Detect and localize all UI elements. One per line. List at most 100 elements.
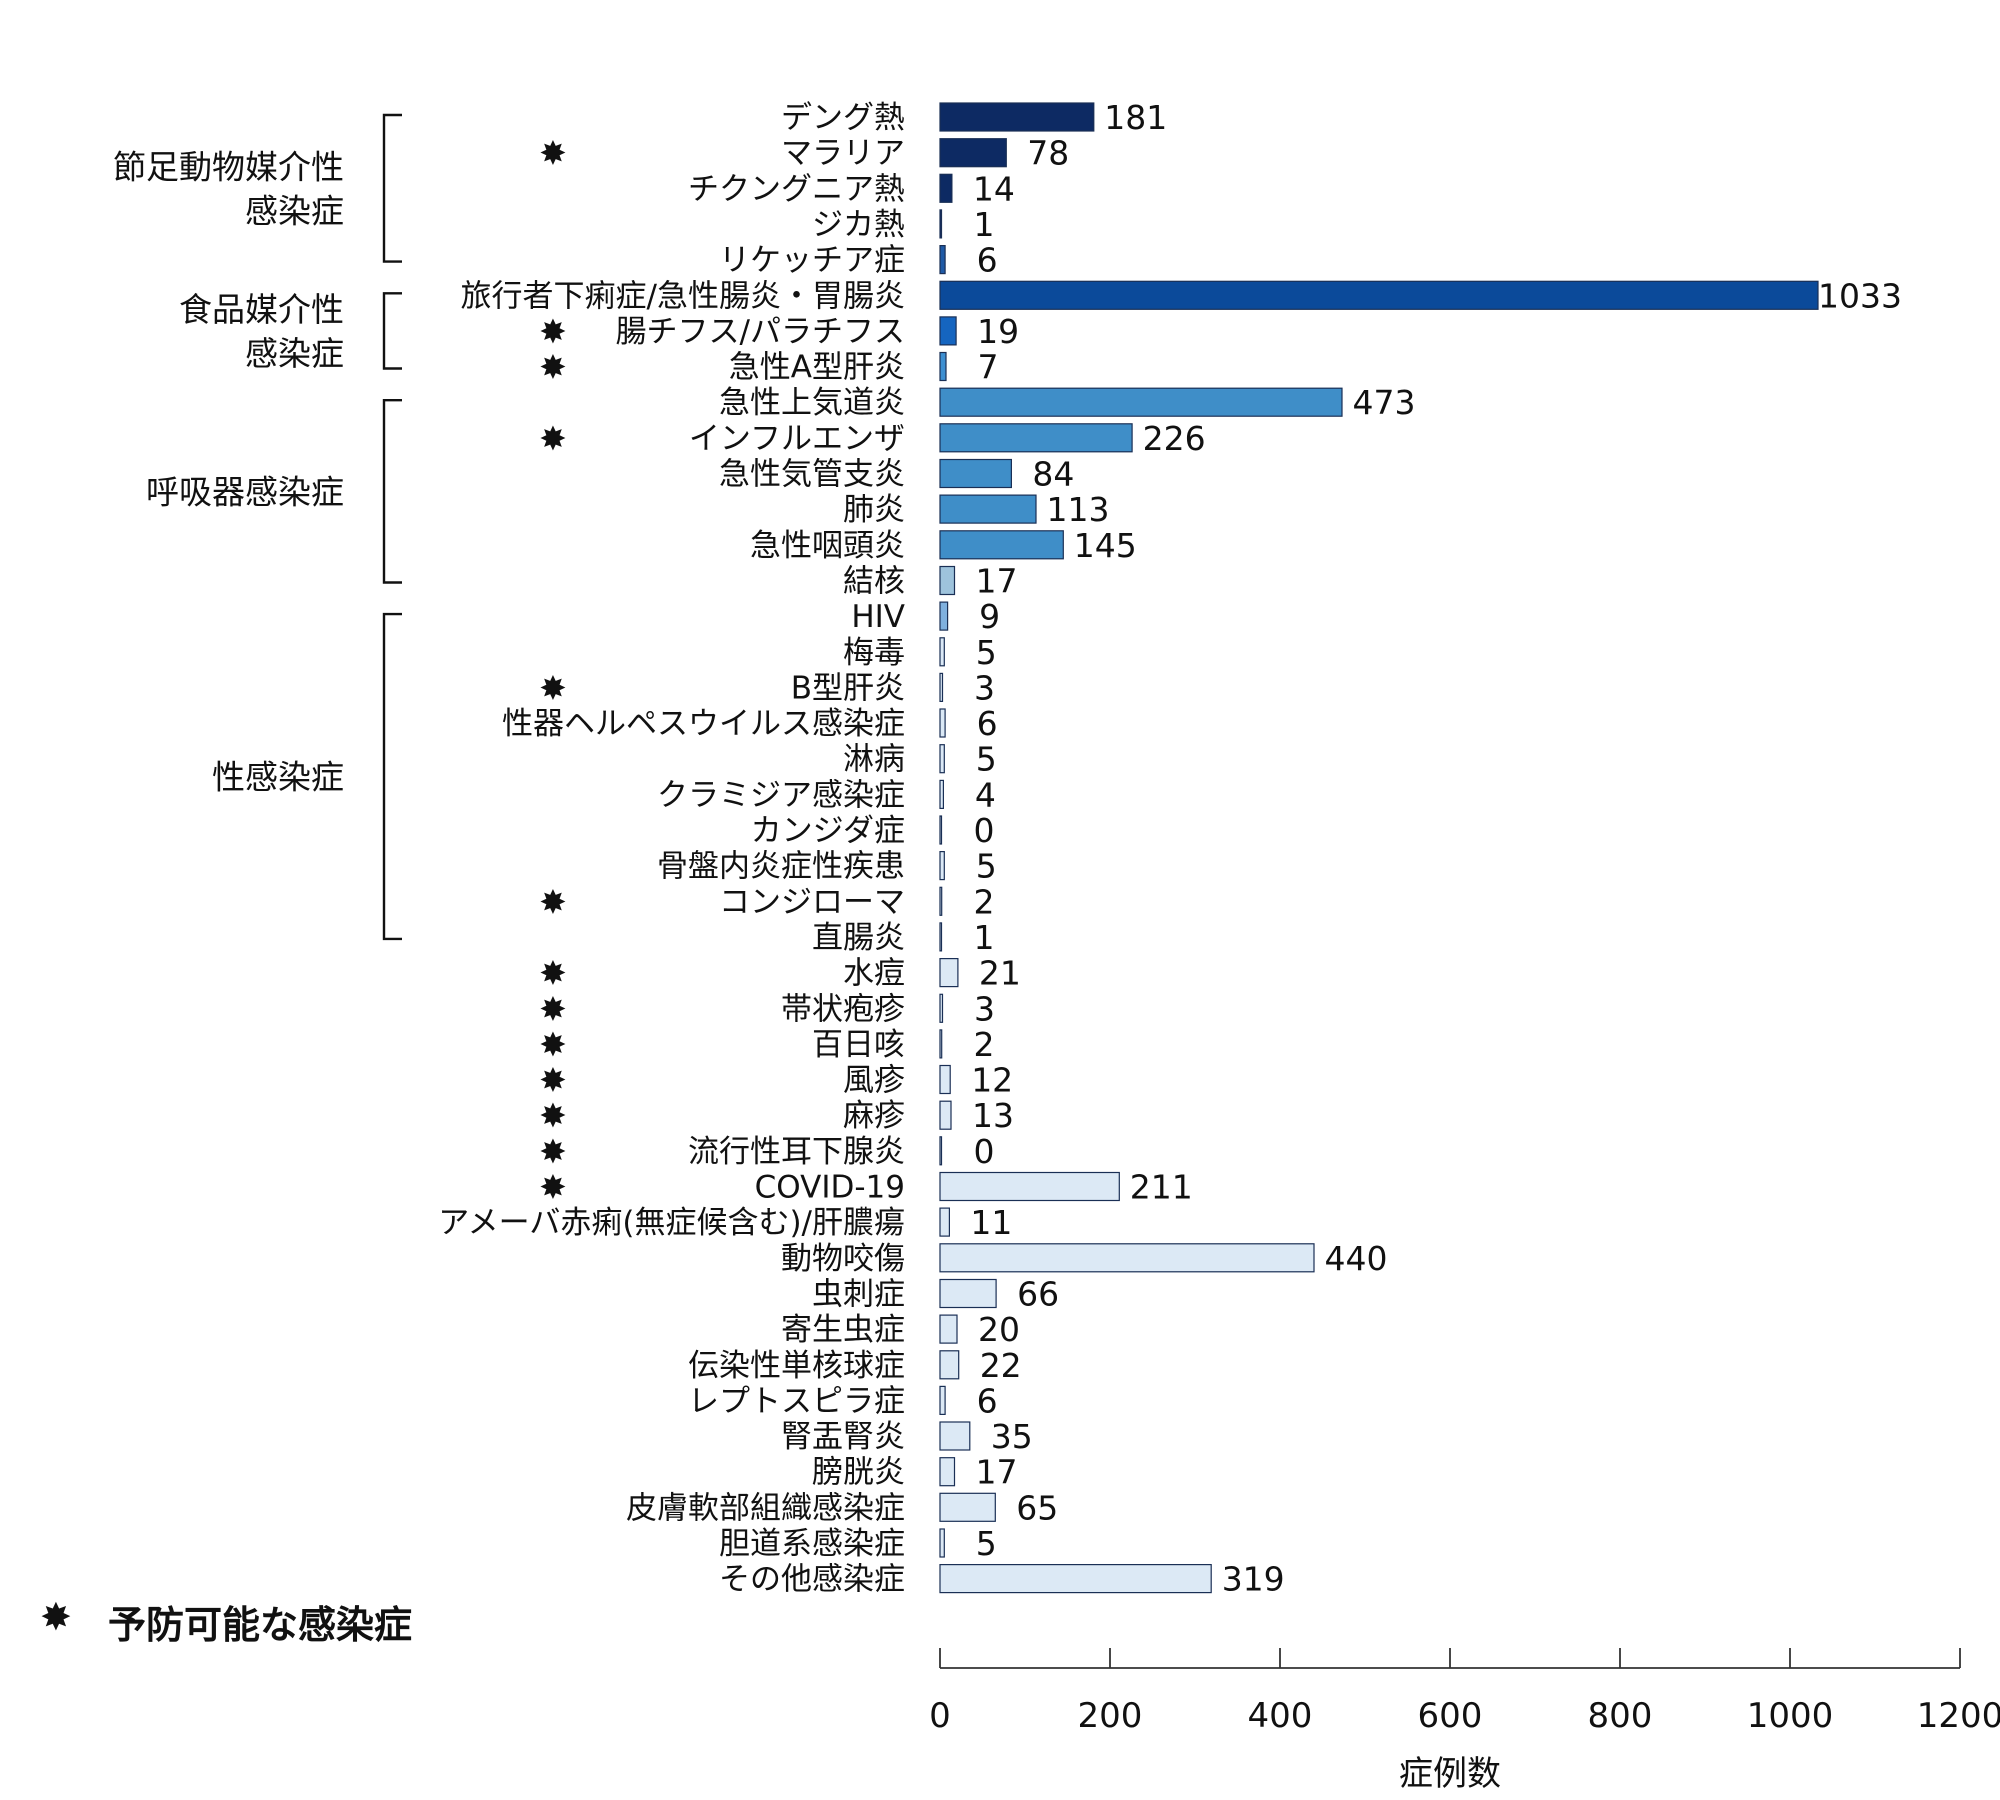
- data-label: 21: [979, 954, 1021, 993]
- preventable-star-icon: ✸: [539, 312, 567, 351]
- bar: [939, 672, 944, 703]
- bar: [939, 850, 945, 881]
- group-label: 呼吸器感染症: [146, 472, 344, 511]
- category-label: 腸チフス/パラチフス: [616, 314, 905, 350]
- category-label: デング熱: [781, 100, 905, 136]
- bar: [939, 351, 947, 382]
- x-tick-label: 200: [1078, 1696, 1143, 1736]
- bar: [939, 102, 1095, 132]
- category-label: 結核: [843, 564, 905, 600]
- data-label: 17: [976, 562, 1018, 601]
- category-label: 胆道系感染症: [719, 1526, 905, 1562]
- category-label: 虫刺症: [812, 1277, 905, 1313]
- bar: [939, 1421, 971, 1451]
- bar: [939, 423, 1133, 453]
- preventable-star-icon: ✸: [539, 348, 567, 387]
- x-axis: 0 200 400 600 800 1000 1200: [929, 1648, 2000, 1736]
- data-label: 5: [976, 633, 997, 672]
- bar: [939, 886, 943, 916]
- data-label: 78: [1027, 134, 1069, 173]
- data-label: 13: [972, 1096, 1014, 1135]
- legend-label: 予防可能な感染症: [108, 1603, 412, 1647]
- bar: [939, 957, 959, 988]
- bar: [939, 138, 1007, 168]
- category-label: 淋病: [843, 742, 905, 778]
- data-label: 0: [974, 1132, 995, 1171]
- category-label: 百日咳: [812, 1027, 905, 1063]
- x-tick-label: 1200: [1917, 1696, 2000, 1736]
- category-label: COVID-19: [755, 1170, 905, 1206]
- bar: [939, 993, 944, 1023]
- bar: [939, 316, 957, 346]
- bar: [939, 1064, 951, 1095]
- category-label: コンジローマ: [719, 884, 905, 920]
- category-label: チクングニア熱: [688, 171, 905, 207]
- data-label: 145: [1074, 526, 1137, 565]
- category-label: 旅行者下痢症/急性腸炎・胃腸炎: [461, 278, 905, 314]
- bar: [939, 1278, 997, 1309]
- data-label: 6: [977, 1381, 998, 1420]
- data-label: 11: [970, 1203, 1012, 1242]
- preventable-star-icon: ✸: [539, 1096, 567, 1135]
- preventable-star-icon: ✸: [539, 954, 567, 993]
- category-label: HIV: [851, 599, 905, 635]
- data-label: 3: [974, 989, 995, 1028]
- bar: [939, 1314, 958, 1344]
- category-label: 急性咽頭炎: [750, 528, 905, 564]
- x-axis-title: 症例数: [1399, 1754, 1501, 1794]
- bar: [939, 1136, 943, 1166]
- data-label: 19: [977, 312, 1019, 351]
- category-label: 皮膚軟部組織感染症: [626, 1490, 905, 1526]
- category-label: 風疹: [843, 1063, 905, 1099]
- data-label: 1: [974, 918, 995, 957]
- data-label: 6: [977, 241, 998, 280]
- preventable-star-icon: ✸: [539, 1061, 567, 1100]
- data-label: 226: [1143, 419, 1206, 458]
- bar: [939, 1528, 945, 1558]
- bar: [939, 815, 943, 845]
- data-label: 7: [978, 348, 999, 387]
- group-label: 感染症: [245, 334, 344, 373]
- category-label: 流行性耳下腺炎: [688, 1134, 905, 1170]
- category-label: 直腸炎: [812, 920, 905, 956]
- preventable-star-icon: ✸: [539, 1025, 567, 1064]
- category-label: その他感染症: [719, 1562, 905, 1598]
- data-label: 0: [974, 811, 995, 850]
- data-label: 473: [1353, 383, 1416, 422]
- data-label: 6: [977, 704, 998, 743]
- data-label: 12: [971, 1061, 1013, 1100]
- category-label: 腎盂腎炎: [781, 1419, 905, 1455]
- data-label: 2: [974, 882, 995, 921]
- bar: [939, 565, 956, 596]
- category-label: 寄生虫症: [781, 1312, 905, 1348]
- group-label: 感染症: [245, 191, 344, 230]
- data-label: 3: [974, 668, 995, 707]
- x-tick-label: 400: [1248, 1696, 1313, 1736]
- bar: [939, 1207, 950, 1237]
- x-tick-label: 0: [929, 1696, 951, 1736]
- data-label: 4: [975, 775, 996, 814]
- category-labels: デング熱マラリアチクングニア熱ジカ熱リケッチア症旅行者下痢症/急性腸炎・胃腸炎腸…: [438, 100, 905, 1598]
- bar: [939, 458, 1013, 489]
- preventable-star-icon: ✸: [539, 1132, 567, 1171]
- bar: [939, 245, 946, 275]
- data-label: 5: [976, 1524, 997, 1563]
- data-label: 17: [976, 1453, 1018, 1492]
- value-labels: 1817814161033197473226841131451795365405…: [970, 98, 1902, 1599]
- category-label: マラリア: [781, 136, 905, 172]
- bar: [939, 601, 949, 631]
- data-label: 66: [1017, 1275, 1059, 1314]
- category-label: 動物咬傷: [781, 1241, 905, 1277]
- bar: [939, 1457, 956, 1487]
- group-bracket: [382, 113, 402, 263]
- bar: [939, 280, 1819, 310]
- data-label: 440: [1325, 1239, 1388, 1278]
- group-label: 食品媒介性: [179, 290, 344, 329]
- preventable-star-icon: ✸: [539, 419, 567, 458]
- bar: [939, 1171, 1120, 1202]
- category-label: 梅毒: [843, 635, 905, 671]
- bar: [939, 1492, 996, 1522]
- data-label: 319: [1222, 1560, 1285, 1599]
- data-label: 14: [973, 169, 1015, 208]
